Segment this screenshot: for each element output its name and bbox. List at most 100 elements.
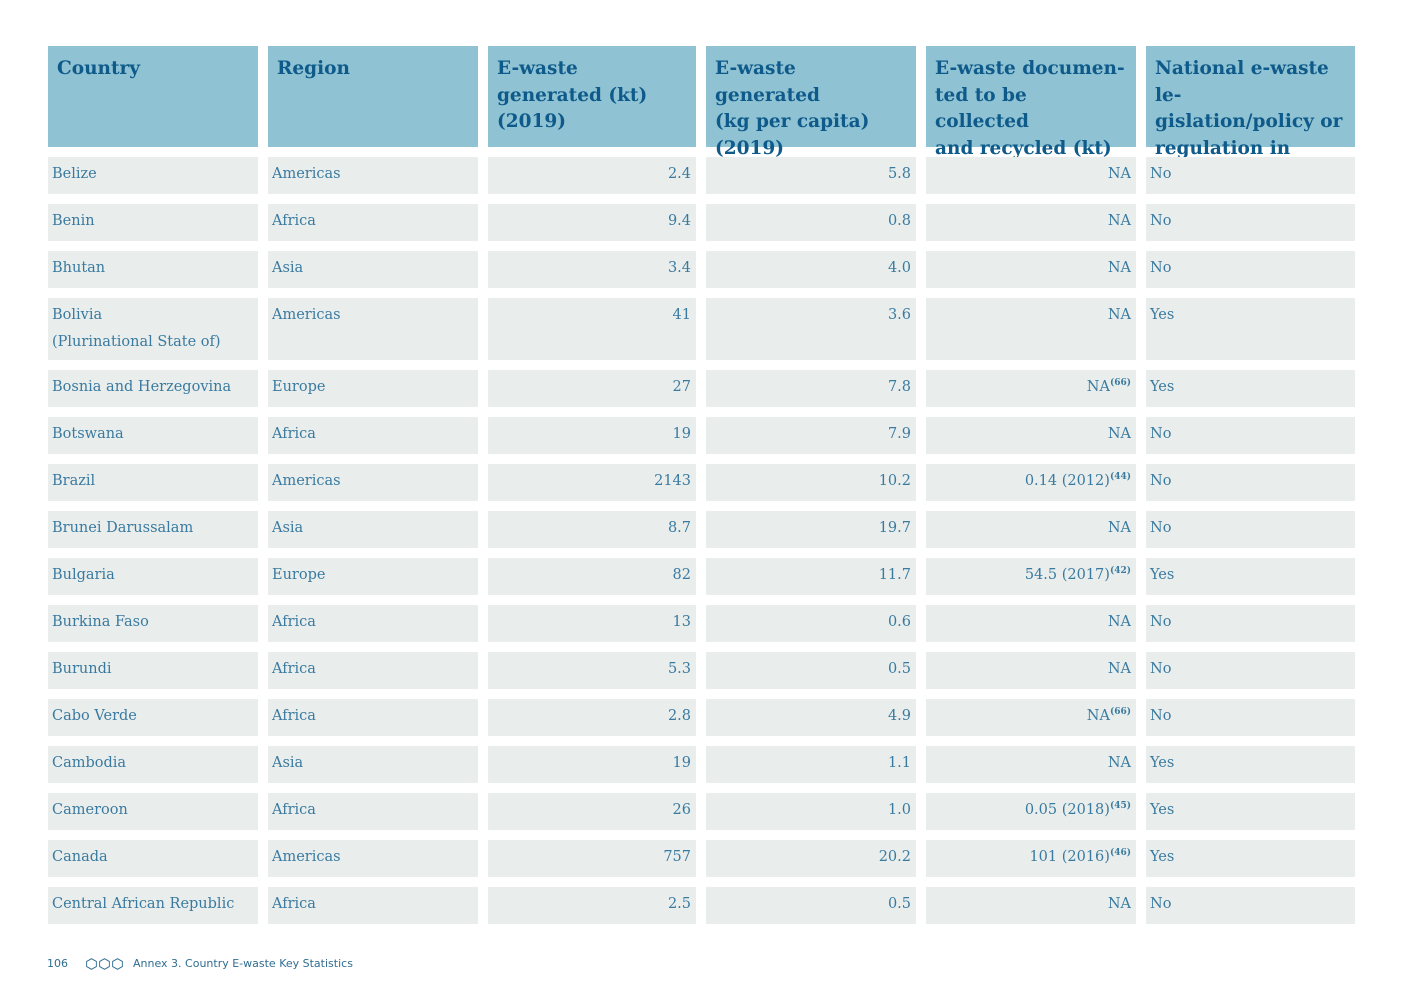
cell-collected: NA	[926, 746, 1136, 783]
cell-generated-kt: 9.4	[488, 204, 696, 241]
cell-country: Bhutan	[48, 251, 258, 288]
table-row: Bhutan Asia 3.4 4.0 NA No	[48, 251, 1355, 288]
header-line: gislation/policy or	[1155, 111, 1343, 132]
country-name: Bolivia	[52, 307, 103, 323]
cell-collected: NA	[926, 204, 1136, 241]
cell-generated-kt: 8.7	[488, 511, 696, 548]
cell-region: Africa	[268, 652, 478, 689]
header-line: E-waste	[715, 58, 796, 79]
cell-generated-kt: 2.8	[488, 699, 696, 736]
header-region: Region	[268, 46, 478, 147]
cell-collected: NA	[926, 887, 1136, 924]
page-number: 106	[47, 957, 68, 970]
table-row: Cabo Verde Africa 2.8 4.9 NA(66) No	[48, 699, 1355, 736]
section-title: Annex 3. Country E-waste Key Statistics	[133, 957, 353, 970]
cell-region: Africa	[268, 605, 478, 642]
cell-country: Cameroon	[48, 793, 258, 830]
cell-legislation: Yes	[1146, 558, 1355, 595]
collected-value: 0.05 (2018)	[1024, 802, 1110, 818]
cell-country: Bosnia and Herzegovina	[48, 370, 258, 407]
cell-per-capita: 7.9	[706, 417, 916, 454]
header-country: Country	[48, 46, 258, 147]
header-collected: E-waste documen-ted to be collected and r…	[926, 46, 1136, 159]
collected-value: 101 (2016)	[1029, 849, 1110, 865]
table-row: Brunei Darussalam Asia 8.7 19.7 NA No	[48, 511, 1355, 548]
table-row: Belize Americas 2.4 5.8 NA No	[48, 157, 1355, 194]
cell-collected: NA	[926, 605, 1136, 642]
cell-collected: NA	[926, 652, 1136, 689]
cell-legislation: Yes	[1146, 793, 1355, 830]
cell-generated-kt: 41	[488, 298, 696, 360]
cell-legislation: Yes	[1146, 840, 1355, 877]
cell-legislation: No	[1146, 699, 1355, 736]
country-name: Bhutan	[52, 260, 106, 276]
cell-per-capita: 5.8	[706, 157, 916, 194]
table-row: Central African Republic Africa 2.5 0.5 NA No	[48, 887, 1355, 924]
header-line: generated	[715, 84, 820, 106]
cell-per-capita: 11.7	[706, 558, 916, 595]
cell-country: Canada	[48, 840, 258, 877]
cell-legislation: Yes	[1146, 370, 1355, 407]
cell-legislation: Yes	[1146, 746, 1355, 783]
cell-region: Americas	[268, 464, 478, 501]
header-legislation: National e-waste le-gislation/policy or r…	[1146, 46, 1355, 185]
cell-generated-kt: 19	[488, 417, 696, 454]
footnote-ref: (45)	[1109, 801, 1131, 811]
cell-region: Americas	[268, 298, 478, 360]
header-line: E-waste	[497, 58, 578, 79]
cell-country: Benin	[48, 204, 258, 241]
cell-collected: 0.05 (2018)(45)	[926, 793, 1136, 830]
table-row: Bulgaria Europe 82 11.7 54.5 (2017)(42) Yes	[48, 558, 1355, 595]
collected-value: NA	[1107, 426, 1131, 442]
collected-value: NA	[1107, 755, 1131, 771]
cell-per-capita: 10.2	[706, 464, 916, 501]
cell-country: Bolivia (Plurinational State of)	[48, 298, 258, 360]
cell-per-capita: 4.0	[706, 251, 916, 288]
table-body: Belize Americas 2.4 5.8 NA No Benin Africa 9.4 0.…	[48, 157, 1355, 924]
cell-region: Asia	[268, 511, 478, 548]
cell-per-capita: 0.8	[706, 204, 916, 241]
cell-collected: NA	[926, 298, 1136, 360]
page-footer: 106 Annex 3. Country E-waste Key Statist…	[47, 957, 353, 970]
header-line: National e-waste le-	[1155, 58, 1329, 106]
cell-per-capita: 3.6	[706, 298, 916, 360]
country-name: Burundi	[52, 661, 112, 677]
cell-generated-kt: 3.4	[488, 251, 696, 288]
cell-generated-kt: 2143	[488, 464, 696, 501]
cell-region: Americas	[268, 840, 478, 877]
cell-region: Africa	[268, 699, 478, 736]
cell-country: Brunei Darussalam	[48, 511, 258, 548]
country-name-line2: (Plurinational State of)	[52, 334, 221, 350]
cell-collected: 101 (2016)(46)	[926, 840, 1136, 877]
footnote-ref: (66)	[1109, 707, 1131, 717]
table-header-row: Country Region E-waste generated (kt) (2019)…	[48, 46, 1355, 185]
table-row: Bosnia and Herzegovina Europe 27 7.8 NA(66) Y…	[48, 370, 1355, 407]
cell-per-capita: 19.7	[706, 511, 916, 548]
country-name: Cambodia	[52, 755, 127, 771]
collected-value: NA	[1107, 213, 1131, 229]
cell-collected: NA	[926, 157, 1136, 194]
cell-country: Brazil	[48, 464, 258, 501]
table-row: Burkina Faso Africa 13 0.6 NA No	[48, 605, 1355, 642]
cell-region: Asia	[268, 251, 478, 288]
cell-legislation: No	[1146, 204, 1355, 241]
table-row: Canada Americas 757 20.2 101 (2016)(46) Yes	[48, 840, 1355, 877]
country-name: Cameroon	[52, 802, 128, 818]
header-line: (2019)	[497, 111, 566, 132]
collected-value: NA	[1107, 614, 1131, 630]
cell-generated-kt: 757	[488, 840, 696, 877]
table-row: Cambodia Asia 19 1.1 NA Yes	[48, 746, 1355, 783]
collected-value: NA	[1107, 661, 1131, 677]
cell-region: Europe	[268, 370, 478, 407]
country-name: Brunei Darussalam	[52, 520, 194, 536]
collected-value: 0.14 (2012)	[1024, 473, 1110, 489]
country-name: Burkina Faso	[52, 614, 149, 630]
table-row: Cameroon Africa 26 1.0 0.05 (2018)(45) Yes	[48, 793, 1355, 830]
collected-value: NA	[1107, 166, 1131, 182]
cell-legislation: No	[1146, 157, 1355, 194]
collected-value: 54.5 (2017)	[1024, 567, 1110, 583]
cell-country: Belize	[48, 157, 258, 194]
hexagon-trio-icon	[86, 957, 125, 970]
country-name: Bulgaria	[52, 567, 115, 583]
cell-per-capita: 0.5	[706, 887, 916, 924]
